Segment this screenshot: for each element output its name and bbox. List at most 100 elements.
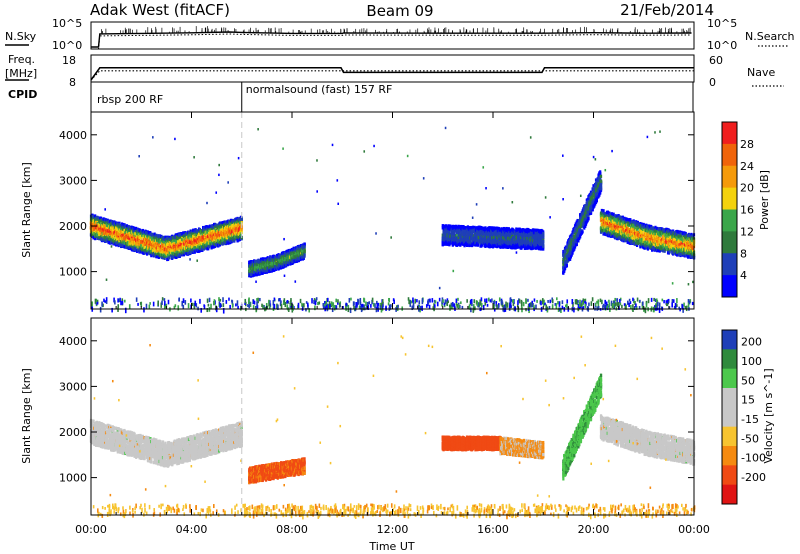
scatter-pixel [180,242,183,247]
nsearch-tick-top: 10^5 [707,17,737,30]
scatter-pixel [106,229,109,233]
nave-series-line [90,70,694,81]
scatter-pixel [135,226,138,231]
freq-tick-top: 18 [62,54,76,67]
scatter-pixel [143,245,146,250]
nsearch-tick-bottom: 10^0 [707,39,737,52]
scatter-pixel [240,227,243,231]
scatter-pixel [98,235,101,239]
scatter-pixel [102,238,105,242]
scatter-pixel [142,241,145,245]
nsearch-series-line [91,33,692,50]
scatter-pixel [178,238,181,243]
scatter-pixel [151,249,155,253]
nave-tick-top: 60 [709,54,723,67]
scatter-pixel [166,241,170,245]
scatter-pixel [125,224,129,228]
scatter-pixel [160,239,163,243]
scatter-pixel [142,251,145,255]
scatter-pixel [161,242,164,246]
scatter-pixel [303,250,306,254]
scatter-pixel [145,237,148,242]
scatter-pixel [140,239,143,244]
scatter-pixel [124,231,127,235]
scatter-pixel [162,252,165,256]
scatter-pixel [137,237,140,241]
scatter-pixel [138,239,141,244]
nsky-tick-bottom: 10^0 [52,39,82,52]
scatter-pixel [170,238,173,243]
scatter-pixel [128,236,131,241]
nave-label: Nave [747,66,775,79]
scatter-pixel [99,232,103,236]
scatter-pixel [156,248,159,252]
nsky-tick-top: 10^5 [52,17,82,30]
scatter-pixel [104,237,108,241]
freq-label-line2: [MHz] [5,67,37,80]
scatter-pixel [125,245,129,250]
scatter-pixel [124,224,127,228]
freq-series-line [90,67,694,81]
scatter-pixel [109,233,112,237]
scatter-pixel [129,228,132,232]
scatter-pixel [121,230,124,234]
scatter-pixel [115,226,119,230]
scatter-pixel [110,227,113,232]
scatter-pixel [94,236,97,240]
freq-label-line1: Freq. [8,53,35,66]
scatter-pixel [126,241,129,245]
scatter-pixel [140,236,143,240]
scatter-pixel [303,245,306,249]
scatter-pixel [180,234,183,239]
scatter-pixel [175,233,178,237]
beam-title: Beam 09 [366,2,433,20]
scatter-pixel [155,233,158,237]
scatter-pixel [125,227,129,231]
scatter-pixel [156,254,159,259]
scatter-pixel [158,244,161,248]
nsky-label: N.Sky [5,30,37,43]
scatter-pixel [106,227,109,231]
cpid-segment-2: normalsound (fast) 157 RF [246,83,393,96]
scatter-pixel [177,244,181,248]
scatter-pixel [150,254,153,258]
scatter-pixel [174,239,177,243]
cpid-segment-1: rbsp 200 RF [97,93,163,106]
scatter-pixel [240,217,243,221]
date-title: 21/Feb/2014 [620,1,714,19]
scatter-pixel [149,232,152,237]
scatter-pixel [103,223,106,227]
scatter-pixel [94,221,98,225]
scatter-pixel [109,231,112,236]
scatter-pixel [141,228,145,233]
scatter-pixel [175,255,178,259]
scatter-pixel [97,216,100,220]
scatter-pixel [132,245,135,249]
scatter-pixel [156,252,160,256]
power-scatter-pixels [89,112,696,314]
nsky-panel-frame [90,21,695,50]
scatter-pixel [142,243,145,247]
nsearch-label: N.Search [745,30,795,43]
scatter-pixel [119,225,122,229]
scatter-pixel [123,241,126,245]
nave-tick-bottom: 0 [709,76,716,89]
scatter-pixel [182,244,185,249]
scatter-pixel [120,240,123,244]
cpid-label: CPID [8,88,37,101]
scatter-pixel [153,232,156,236]
station-title: Adak West (fitACF) [90,1,230,19]
scatter-pixel [303,253,306,257]
scatter-pixel [94,214,97,218]
scatter-pixel [134,246,137,251]
scatter-pixel [140,244,143,248]
scatter-pixel [182,253,186,257]
scatter-pixel [157,240,160,244]
scatter-pixel [142,237,145,241]
scatter-pixel [149,236,152,240]
scatter-pixel [179,253,182,257]
scatter-pixel [103,224,106,229]
scatter-pixel [163,254,166,258]
scatter-pixel [146,252,149,256]
